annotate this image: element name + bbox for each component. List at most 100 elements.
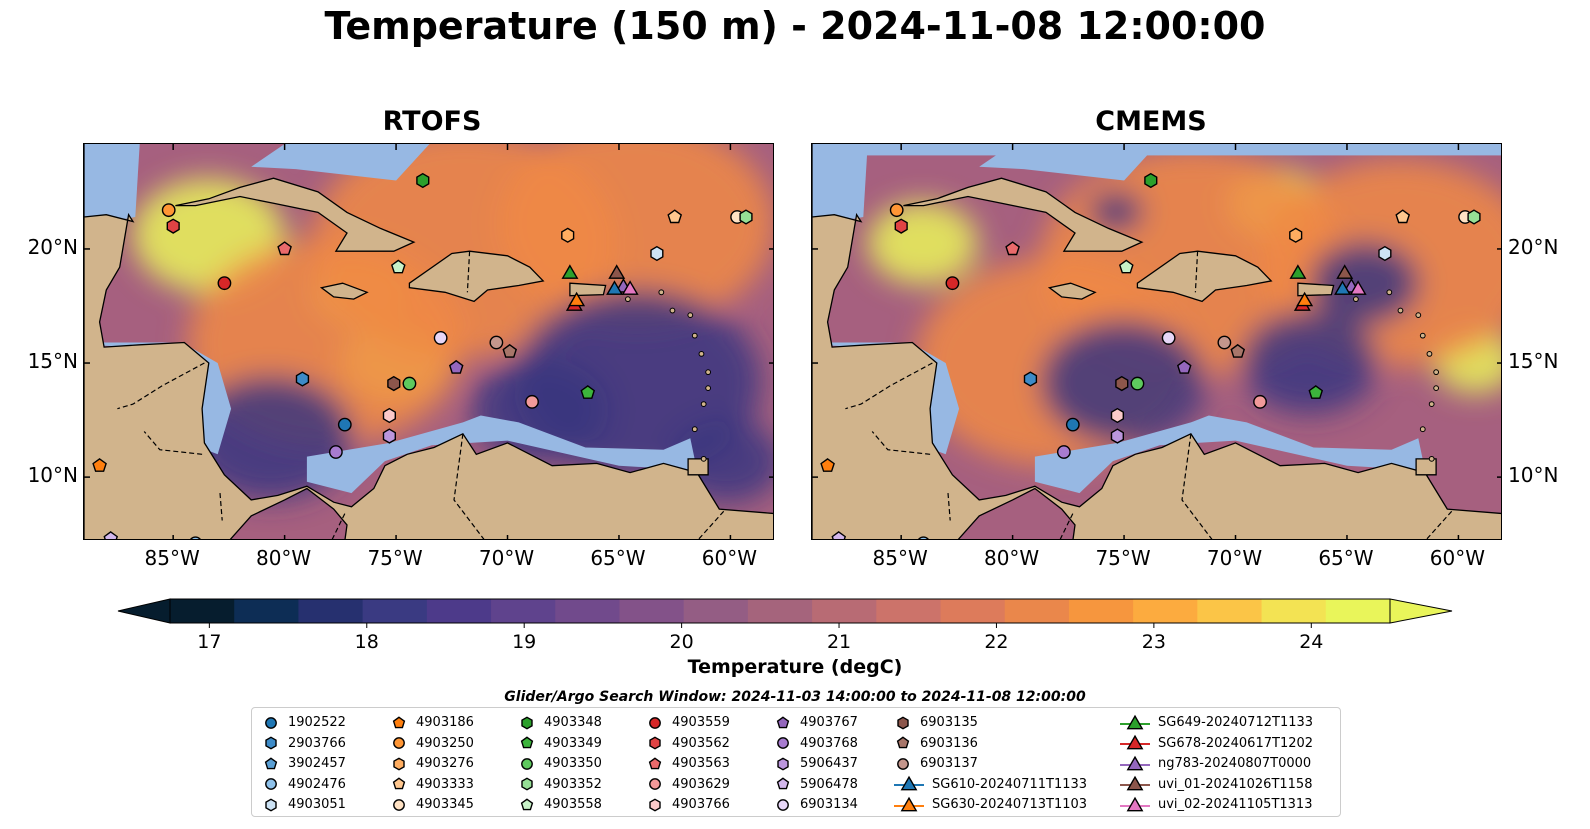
country-border (947, 493, 951, 521)
legend-marker-icon (897, 715, 909, 730)
marker-6903134 (433, 331, 448, 345)
legend-item: 4903333 (390, 774, 474, 795)
marker-4903333 (1395, 209, 1411, 224)
legend-item: 4903345 (390, 794, 474, 815)
legend-hexagon-icon (649, 797, 661, 812)
legend-marker-icon (649, 778, 661, 790)
legend-triangle-icon (900, 796, 918, 811)
legend-marker-icon (777, 756, 789, 771)
legend-item: SG630-20240713T1103 (894, 794, 1087, 815)
legend-pentagon-icon (776, 777, 790, 790)
legend-marker-icon (777, 737, 789, 749)
marker-4903276 (561, 227, 575, 243)
legend-item-label: 4903350 (544, 756, 602, 771)
marker-6903134 (1161, 331, 1176, 345)
marker-SG630-20240713T1103 (1296, 291, 1314, 307)
colorbar-tick-label: 24 (1299, 631, 1323, 653)
marker-4903768 (1056, 445, 1071, 459)
temperature-blob (1309, 241, 1421, 325)
legend-item: 4903352 (518, 774, 602, 795)
marker-4903562 (894, 218, 908, 234)
island (698, 351, 705, 357)
lat-tick-label-right: 20°N (1508, 234, 1559, 259)
legend-marker-icon (1120, 775, 1150, 791)
country-border (1425, 510, 1453, 539)
lon-tick-label-rtofs: 70°W (478, 546, 535, 570)
shallow-water (979, 144, 1158, 181)
legend-marker-icon (264, 756, 278, 769)
island (1397, 307, 1404, 314)
legend-marker-icon (393, 798, 405, 811)
marker-4903186 (820, 458, 835, 472)
legend-circle-icon (897, 757, 909, 770)
marker-4903558 (1118, 259, 1134, 274)
marker-4903348 (1144, 172, 1158, 189)
legend-circle-icon (649, 716, 661, 729)
marker-4903333 (667, 209, 683, 224)
marker-4903350 (1130, 376, 1145, 391)
legend-item: SG610-20240711T1133 (894, 774, 1087, 795)
panel-title-cmems: CMEMS (1095, 106, 1207, 137)
land-hispaniola (1136, 250, 1273, 303)
legend-item-label: 4903250 (416, 735, 474, 751)
colorbar-segment (1133, 599, 1198, 623)
legend-item: 5906478 (774, 774, 858, 795)
island (1419, 332, 1426, 339)
colorbar-tick-label: 23 (1142, 631, 1166, 653)
legend-item-label: 4903766 (672, 797, 730, 812)
legend-item: 4903766 (646, 794, 730, 815)
legend-item: SG678-20240617T1202 (1120, 733, 1313, 754)
colorbar-segment (1325, 599, 1391, 623)
legend-pentagon-icon (264, 756, 278, 769)
legend-item-label: 4903186 (416, 715, 474, 730)
legend-item: 4903768 (774, 733, 858, 754)
legend-marker-icon (649, 736, 661, 750)
legend-item: 4903276 (390, 753, 474, 774)
legend-item: 4903186 (390, 712, 474, 733)
marker-6903135 (387, 375, 401, 392)
lon-tick-label-rtofs: 65°W (590, 546, 646, 570)
colorbar-tick-label: 20 (670, 631, 694, 653)
legend-item: 4903563 (646, 753, 730, 774)
marker-4903563 (1005, 241, 1020, 256)
country-border (143, 431, 203, 455)
island (700, 455, 707, 462)
island (1415, 312, 1422, 319)
map-panel-cmems (811, 143, 1502, 540)
legend-item: 4903250 (390, 733, 474, 754)
colorbar-segment (1261, 599, 1327, 623)
legend-circle-icon (393, 798, 405, 811)
legend-item-label: uvi_02-20241105T1313 (1158, 797, 1313, 812)
marker-SG649-20240712T1133 (561, 264, 579, 279)
island (691, 426, 698, 433)
colorbar-extend-low (117, 598, 171, 624)
legend-marker-icon (776, 715, 790, 728)
marker-4903563 (277, 241, 292, 256)
legend-marker-icon (649, 797, 661, 812)
lat-tick-label-left: 10°N (27, 463, 78, 488)
lon-tick-label-cmems: 80°W (983, 546, 1040, 570)
legend-hexagon-icon (521, 715, 533, 730)
colorbar-segment (555, 599, 620, 623)
marker-1902522 (1065, 417, 1080, 432)
colorbar-tick-label: 19 (512, 631, 536, 653)
legend-item-label: 4903767 (800, 715, 858, 730)
legend-circle-icon (521, 757, 533, 770)
colorbar-segment (1004, 599, 1070, 623)
legend-item-label: 4903352 (544, 776, 602, 792)
land-jamaica (319, 282, 369, 300)
colorbar-extend-high (1389, 598, 1453, 624)
legend-item: 4903629 (646, 774, 730, 795)
legend-marker-icon (897, 757, 909, 770)
lon-tick-label-cmems: 65°W (1318, 546, 1374, 570)
legend-marker-icon (265, 778, 277, 790)
legend-circle-icon (777, 798, 789, 811)
legend-pentagon-icon (392, 777, 406, 790)
land-puertoRico (1297, 282, 1335, 297)
island (658, 289, 665, 296)
island (1433, 385, 1440, 392)
marker-5906478 (103, 531, 119, 539)
marker-4903250 (161, 203, 176, 218)
island (705, 369, 712, 376)
legend-item-label: 6903135 (920, 715, 978, 730)
